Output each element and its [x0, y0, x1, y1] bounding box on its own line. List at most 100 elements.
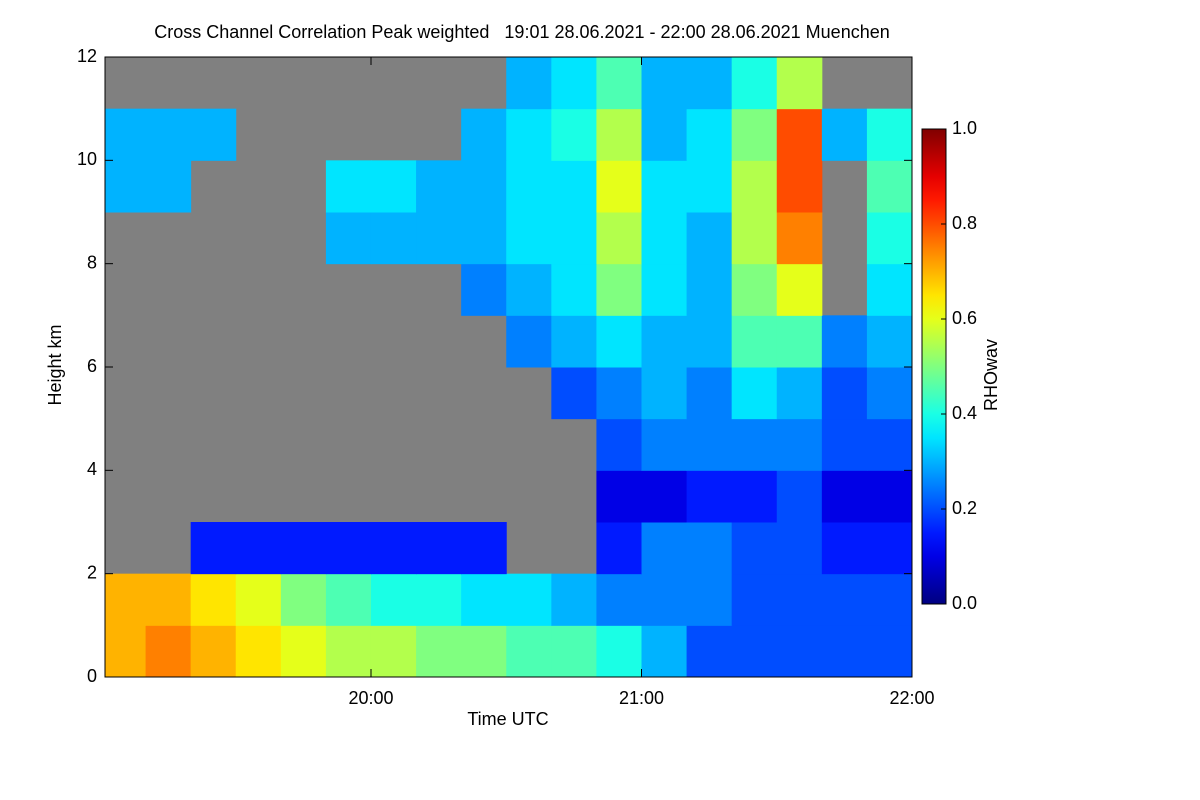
heatmap-cell	[506, 315, 552, 368]
heatmap-cell	[866, 212, 913, 265]
colorbar-tick-label: 0.4	[952, 403, 977, 423]
heatmap-cell	[776, 470, 823, 523]
heatmap-cell	[370, 522, 417, 575]
heatmap-cell	[686, 367, 733, 420]
y-tick-label: 12	[77, 46, 97, 66]
heatmap-cell	[461, 522, 507, 575]
heatmap-cell	[821, 625, 868, 678]
heatmap-cell	[731, 573, 778, 626]
heatmap-cell	[776, 315, 823, 368]
heatmap-cell	[731, 522, 778, 575]
heatmap-cell	[596, 212, 642, 265]
x-axis-label: Time UTC	[467, 709, 548, 729]
heatmap-cell	[686, 418, 733, 471]
heatmap-cell	[731, 418, 778, 471]
y-tick-label: 0	[87, 666, 97, 686]
heatmap-cell	[641, 212, 688, 265]
y-tick-label: 6	[87, 356, 97, 376]
heatmap-cell	[731, 315, 778, 368]
heatmap-cell	[506, 625, 552, 678]
heatmap-cell	[776, 212, 823, 265]
heatmap-cell	[551, 315, 597, 368]
heatmap-cell	[190, 625, 237, 678]
heatmap-cell	[641, 160, 688, 213]
heatmap-cell	[596, 418, 642, 471]
heatmap-cell	[190, 522, 237, 575]
heatmap-cell	[596, 470, 642, 523]
heatmap-cell	[776, 57, 823, 110]
heatmap-cell	[461, 160, 507, 213]
heatmap-cell	[776, 418, 823, 471]
colorbar-label: RHOwav	[981, 339, 1001, 411]
colorbar	[921, 128, 947, 605]
heatmap-cell	[821, 573, 868, 626]
heatmap-cell	[686, 57, 733, 110]
heatmap-cell	[776, 367, 823, 420]
heatmap-cell	[416, 573, 462, 626]
colorbar-tick-label: 0.6	[952, 308, 977, 328]
heatmap-cell	[776, 625, 823, 678]
heatmap-cell	[506, 57, 552, 110]
heatmap-cell	[776, 263, 823, 316]
heatmap-cell	[641, 522, 688, 575]
heatmap-cell	[776, 160, 823, 213]
heatmap-cell	[145, 625, 192, 678]
heatmap-cell	[866, 367, 913, 420]
heatmap-cell	[370, 160, 417, 213]
heatmap-cell	[821, 418, 868, 471]
y-tick-label: 10	[77, 149, 97, 169]
heatmap-cell	[506, 573, 552, 626]
heatmap-cell	[641, 418, 688, 471]
heatmap-cell	[105, 625, 147, 678]
heatmap-cell	[596, 57, 642, 110]
heatmap-cell	[190, 108, 237, 161]
heatmap-cell	[551, 160, 597, 213]
heatmap-cell	[325, 625, 372, 678]
heatmap-cell	[190, 573, 237, 626]
heatmap-cell	[686, 160, 733, 213]
heatmap-cell	[596, 108, 642, 161]
heatmap-cell	[686, 522, 733, 575]
heatmap-cell	[641, 315, 688, 368]
x-tick-label: 20:00	[348, 688, 393, 708]
heatmap-cell	[776, 108, 823, 161]
heatmap-cell	[731, 57, 778, 110]
heatmap-cell	[461, 212, 507, 265]
heatmap-cell	[731, 263, 778, 316]
heatmap-cell	[686, 212, 733, 265]
heatmap-cell	[416, 160, 462, 213]
heatmap-cell	[596, 522, 642, 575]
heatmap-cell	[551, 57, 597, 110]
heatmap-cell	[686, 263, 733, 316]
chart-title: Cross Channel Correlation Peak weighted …	[154, 22, 890, 42]
heatmap-cell	[596, 573, 642, 626]
y-axis-label: Height km	[45, 324, 65, 405]
heatmap-cell	[461, 108, 507, 161]
heatmap-cell	[866, 470, 913, 523]
heatmap-cell	[686, 470, 733, 523]
heatmap-cell	[551, 108, 597, 161]
heatmap-cell	[551, 367, 597, 420]
heatmap-cell	[461, 263, 507, 316]
heatmap-cell	[731, 212, 778, 265]
heatmap-cell	[866, 108, 913, 161]
heatmap-cell	[145, 573, 192, 626]
heatmap-cell	[325, 573, 372, 626]
heatmap-cell	[731, 625, 778, 678]
heatmap-cell	[596, 367, 642, 420]
heatmap-cell	[325, 522, 372, 575]
heatmap-cell	[866, 418, 913, 471]
heatmap-cell	[776, 522, 823, 575]
heatmap-cell	[686, 315, 733, 368]
heatmap-cell	[145, 160, 192, 213]
heatmap-cell	[325, 160, 372, 213]
heatmap-cell	[551, 573, 597, 626]
y-tick-label: 8	[87, 252, 97, 272]
heatmap-cell	[821, 470, 868, 523]
y-tick-label: 2	[87, 562, 97, 582]
x-tick-label: 21:00	[619, 688, 664, 708]
heatmap-cell	[145, 108, 192, 161]
heatmap-cell	[776, 573, 823, 626]
